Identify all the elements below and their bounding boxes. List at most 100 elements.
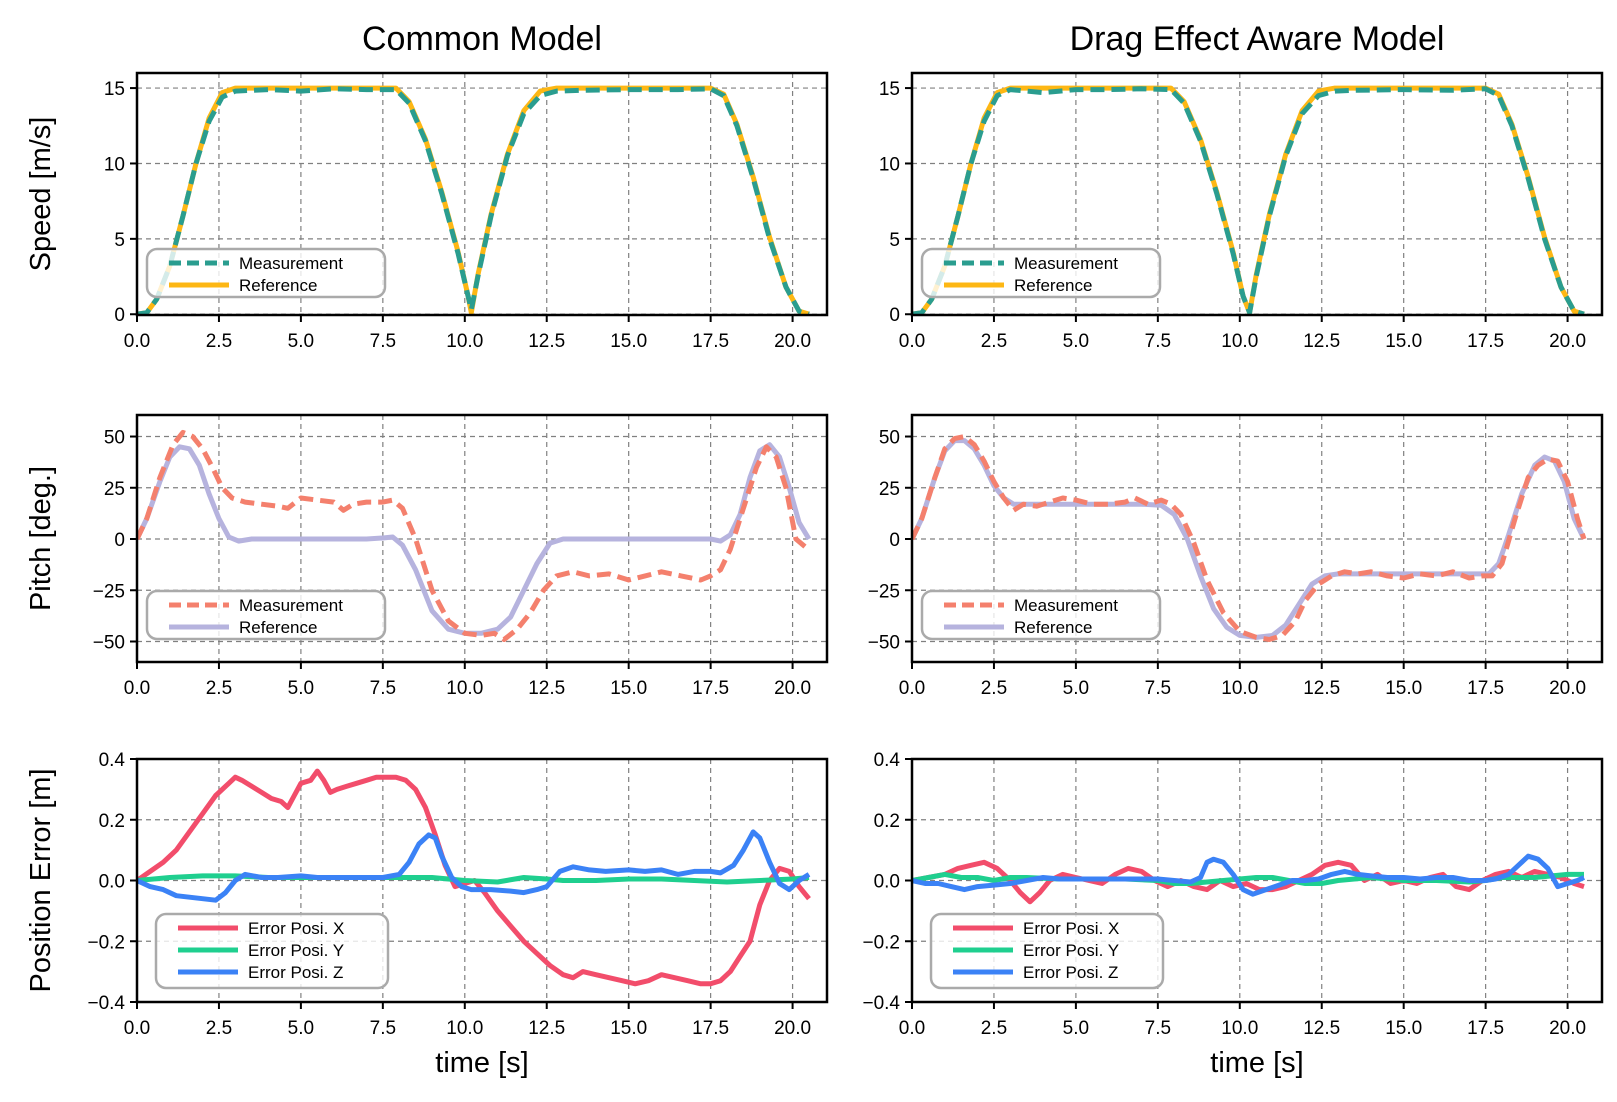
x-tick-label: 20.0 <box>1549 1018 1586 1039</box>
x-tick-label: 20.0 <box>1549 331 1586 352</box>
y-axis-label: Pitch [deg.] <box>25 466 57 611</box>
y-tick-label: −0.4 <box>862 993 900 1014</box>
x-tick-label: 7.5 <box>1145 678 1171 699</box>
legend: Measurement Reference <box>145 589 387 641</box>
x-tick-label: 15.0 <box>1385 1018 1422 1039</box>
y-tick-label: 0.0 <box>99 872 125 893</box>
y-tick-label: −0.2 <box>862 932 900 953</box>
chart-speed-drag: 0.0 2.5 5.0 7.5 10.0 12.5 15.0 17.5 20.0 0 5 10 15 Me… <box>879 20 1604 352</box>
x-tick-label: 15.0 <box>1385 678 1422 699</box>
legend-label: Reference <box>239 276 317 295</box>
legend: Measurement Reference <box>920 247 1162 299</box>
y-axis-label: Position Error [m] <box>25 769 57 993</box>
y-tick-label: −25 <box>93 581 125 602</box>
legend-label: Error Posi. X <box>1023 919 1119 938</box>
series-line-measurement <box>912 86 1585 315</box>
x-tick-label: 15.0 <box>1385 331 1422 352</box>
x-tick-label: 17.5 <box>1467 678 1504 699</box>
y-tick-label: 5 <box>114 230 125 251</box>
axes-frame <box>910 413 1604 664</box>
chart-pitch-common: 0.0 2.5 5.0 7.5 10.0 12.5 15.0 17.5 20.0 −50 −25 0 2… <box>25 413 829 699</box>
x-tick-label: 12.5 <box>1303 1018 1340 1039</box>
y-tick-label: 0 <box>889 530 900 551</box>
x-tick-label: 0.0 <box>899 1018 925 1039</box>
x-axis-label: time [s] <box>1210 1047 1303 1079</box>
y-tick-label: 0.0 <box>874 872 900 893</box>
legend-label: Reference <box>1014 276 1092 295</box>
x-tick-label: 2.5 <box>206 1018 232 1039</box>
y-tick-label: 0.4 <box>99 750 126 771</box>
y-tick-label: 0 <box>114 305 125 326</box>
x-tick-label: 2.5 <box>981 678 1007 699</box>
legend-label: Error Posi. Z <box>248 963 343 982</box>
x-tick-label: 5.0 <box>288 331 314 352</box>
x-tick-label: 15.0 <box>610 1018 647 1039</box>
x-tick-label: 7.5 <box>370 678 396 699</box>
legend: Measurement Reference <box>145 247 387 299</box>
legend-label: Reference <box>239 618 317 637</box>
y-axis-label: Speed [m/s] <box>25 117 57 272</box>
y-tick-label: 25 <box>879 479 900 500</box>
x-tick-label: 15.0 <box>610 678 647 699</box>
y-tick-label: −50 <box>868 633 900 654</box>
x-tick-label: 12.5 <box>528 1018 565 1039</box>
y-tick-label: −25 <box>868 581 900 602</box>
x-tick-label: 5.0 <box>288 1018 314 1039</box>
x-tick-label: 2.5 <box>206 331 232 352</box>
y-tick-label: −0.4 <box>87 993 125 1014</box>
chart-error-common: 0.0 2.5 5.0 7.5 10.0 12.5 15.0 17.5 20.0 −0.4 −0.2… <box>25 750 829 1079</box>
x-tick-label: 5.0 <box>1063 1018 1089 1039</box>
x-tick-label: 2.5 <box>981 1018 1007 1039</box>
y-tick-label: 0 <box>114 530 125 551</box>
y-tick-label: 15 <box>104 79 125 100</box>
x-tick-label: 12.5 <box>1303 331 1340 352</box>
y-tick-label: 50 <box>879 428 900 449</box>
legend-label: Error Posi. Y <box>1023 941 1119 960</box>
y-tick-label: 5 <box>889 230 900 251</box>
x-tick-label: 10.0 <box>446 331 483 352</box>
x-tick-label: 0.0 <box>899 678 925 699</box>
legend: Error Posi. X Error Posi. Y Error Posi. Z <box>929 912 1165 990</box>
x-tick-label: 7.5 <box>370 331 396 352</box>
y-tick-label: 0.2 <box>99 811 125 832</box>
x-axis-label: time [s] <box>435 1047 528 1079</box>
legend-label: Measurement <box>239 596 343 615</box>
x-tick-label: 20.0 <box>774 1018 811 1039</box>
x-tick-label: 20.0 <box>1549 678 1586 699</box>
x-tick-label: 15.0 <box>610 331 647 352</box>
series-line-error-posi-x <box>912 859 1585 905</box>
chart-error-drag: 0.0 2.5 5.0 7.5 10.0 12.5 15.0 17.5 20.0 −0.4 −0.2… <box>862 750 1604 1079</box>
x-tick-label: 5.0 <box>1063 678 1089 699</box>
x-tick-label: 10.0 <box>1221 678 1258 699</box>
x-tick-label: 20.0 <box>774 331 811 352</box>
axes-frame <box>135 757 829 1004</box>
x-tick-label: 7.5 <box>370 1018 396 1039</box>
y-tick-label: 0.2 <box>874 811 900 832</box>
y-tick-label: 0 <box>889 305 900 326</box>
x-tick-label: 17.5 <box>1467 1018 1504 1039</box>
x-tick-label: 5.0 <box>288 678 314 699</box>
x-tick-label: 12.5 <box>528 678 565 699</box>
x-tick-label: 7.5 <box>1145 331 1171 352</box>
legend-label: Measurement <box>1014 254 1118 273</box>
x-tick-label: 5.0 <box>1063 331 1089 352</box>
chart-speed-common: 0.0 2.5 5.0 7.5 10.0 12.5 15.0 17.5 20.0 0 5 10 15 Me… <box>25 20 829 352</box>
x-tick-label: 10.0 <box>446 678 483 699</box>
axes-frame <box>135 71 829 317</box>
axes-frame <box>910 757 1604 1004</box>
legend-label: Error Posi. Z <box>1023 963 1118 982</box>
x-tick-label: 17.5 <box>692 678 729 699</box>
y-tick-label: 10 <box>879 154 900 175</box>
series-line-error-posi-z <box>137 829 811 903</box>
x-tick-label: 12.5 <box>1303 678 1340 699</box>
legend: Measurement Reference <box>920 589 1162 641</box>
series-line-measurement <box>912 434 1587 642</box>
x-tick-label: 0.0 <box>124 678 150 699</box>
x-tick-label: 7.5 <box>1145 1018 1171 1039</box>
y-tick-label: 0.4 <box>874 750 901 771</box>
x-tick-label: 2.5 <box>981 331 1007 352</box>
x-tick-label: 10.0 <box>1221 331 1258 352</box>
x-tick-label: 0.0 <box>899 331 925 352</box>
chart-title: Common Model <box>362 20 602 58</box>
legend-label: Error Posi. Y <box>248 941 344 960</box>
